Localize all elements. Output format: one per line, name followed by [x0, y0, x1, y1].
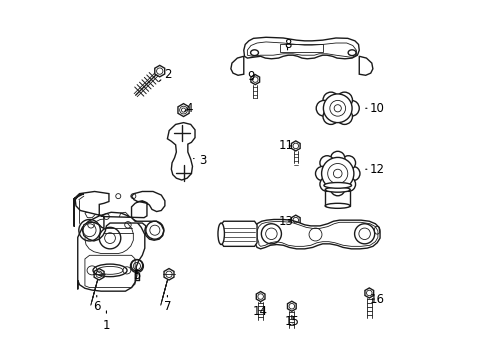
Circle shape	[323, 94, 351, 123]
Polygon shape	[167, 123, 195, 180]
Ellipse shape	[325, 187, 349, 192]
Text: 6: 6	[93, 296, 101, 313]
Text: 3: 3	[193, 154, 206, 167]
Text: 8: 8	[283, 38, 291, 51]
Text: 2: 2	[159, 68, 171, 81]
Circle shape	[336, 92, 352, 108]
Polygon shape	[155, 66, 164, 77]
Circle shape	[321, 157, 353, 190]
Circle shape	[315, 166, 329, 181]
Polygon shape	[230, 56, 244, 75]
Polygon shape	[221, 221, 257, 246]
Circle shape	[319, 156, 334, 170]
Polygon shape	[291, 215, 300, 225]
Ellipse shape	[323, 183, 351, 188]
Ellipse shape	[325, 203, 349, 208]
Polygon shape	[291, 141, 300, 151]
Text: 7: 7	[163, 296, 171, 313]
Text: 11: 11	[278, 139, 293, 152]
Polygon shape	[244, 37, 359, 59]
Polygon shape	[74, 192, 164, 241]
Polygon shape	[256, 292, 264, 302]
Circle shape	[319, 177, 334, 192]
Circle shape	[323, 109, 338, 125]
Text: 15: 15	[284, 315, 299, 328]
Circle shape	[323, 92, 338, 108]
Circle shape	[336, 109, 352, 125]
Ellipse shape	[218, 223, 224, 244]
Text: 9: 9	[247, 69, 254, 82]
Polygon shape	[250, 75, 259, 85]
Circle shape	[316, 100, 331, 116]
Text: 13: 13	[278, 215, 293, 228]
Polygon shape	[94, 269, 104, 280]
Circle shape	[345, 166, 359, 181]
Circle shape	[330, 151, 344, 166]
Text: 1: 1	[102, 311, 110, 332]
Polygon shape	[178, 104, 189, 117]
Polygon shape	[163, 269, 174, 280]
Polygon shape	[359, 56, 372, 75]
Circle shape	[330, 181, 344, 196]
Polygon shape	[253, 220, 379, 249]
Text: 4: 4	[184, 102, 192, 115]
Polygon shape	[325, 190, 349, 206]
Text: 12: 12	[365, 163, 384, 176]
Polygon shape	[364, 288, 373, 298]
Bar	[280, 44, 323, 51]
Circle shape	[341, 177, 355, 192]
Text: 14: 14	[253, 303, 267, 319]
Circle shape	[343, 100, 359, 116]
Text: 5: 5	[133, 269, 141, 282]
Text: 16: 16	[369, 293, 384, 306]
Polygon shape	[287, 301, 296, 311]
Polygon shape	[78, 212, 144, 291]
Circle shape	[341, 156, 355, 170]
Text: 10: 10	[365, 102, 384, 115]
